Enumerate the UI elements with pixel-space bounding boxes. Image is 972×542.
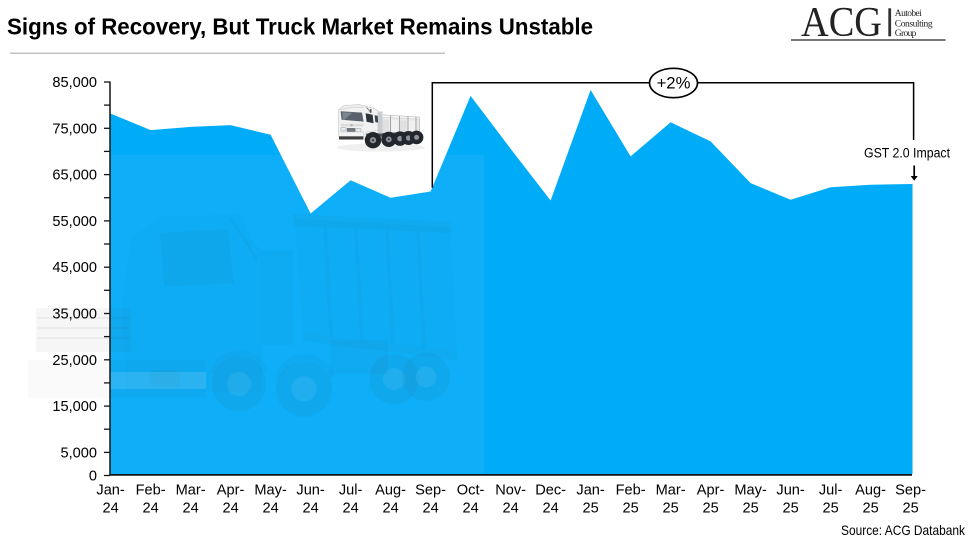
svg-text:25: 25 — [782, 500, 798, 516]
svg-text:25: 25 — [582, 500, 598, 516]
svg-text:0: 0 — [89, 469, 97, 485]
svg-text:Oct-: Oct- — [457, 483, 485, 499]
svg-text:Nov-: Nov- — [495, 483, 526, 499]
svg-text:May-: May- — [254, 483, 287, 499]
svg-text:24: 24 — [502, 500, 518, 516]
svg-text:Source: ACG Databank: Source: ACG Databank — [841, 522, 966, 538]
svg-text:25: 25 — [702, 500, 718, 516]
svg-text:GST 2.0 Impact: GST 2.0 Impact — [864, 146, 950, 161]
svg-text:45,000: 45,000 — [52, 260, 97, 276]
svg-text:24: 24 — [422, 500, 438, 516]
svg-text:Jan-: Jan- — [576, 483, 605, 499]
svg-text:24: 24 — [542, 500, 558, 516]
svg-text:25,000: 25,000 — [52, 353, 97, 369]
svg-text:+2%: +2% — [657, 73, 691, 92]
svg-text:Mar-: Mar- — [176, 483, 206, 499]
svg-text:24: 24 — [302, 500, 318, 516]
svg-text:24: 24 — [182, 500, 198, 516]
svg-text:Jul-: Jul- — [819, 483, 843, 499]
svg-text:24: 24 — [342, 500, 358, 516]
svg-text:Aug-: Aug- — [855, 483, 886, 499]
svg-text:25: 25 — [662, 500, 678, 516]
svg-text:Consulting: Consulting — [895, 19, 933, 29]
svg-text:85,000: 85,000 — [52, 75, 97, 91]
svg-text:35,000: 35,000 — [52, 307, 97, 323]
svg-text:Jul-: Jul- — [339, 483, 363, 499]
svg-text:Jun-: Jun- — [776, 483, 805, 499]
svg-text:ACG: ACG — [801, 0, 882, 46]
svg-text:Aug-: Aug- — [375, 483, 406, 499]
svg-text:75,000: 75,000 — [52, 121, 97, 137]
svg-text:24: 24 — [262, 500, 278, 516]
svg-text:Feb-: Feb- — [616, 483, 646, 499]
svg-text:65,000: 65,000 — [52, 168, 97, 184]
svg-text:Apr-: Apr- — [697, 483, 725, 499]
svg-text:Apr-: Apr- — [217, 483, 245, 499]
svg-text:Feb-: Feb- — [136, 483, 166, 499]
svg-text:5,000: 5,000 — [60, 445, 97, 461]
svg-text:May-: May- — [734, 483, 767, 499]
svg-text:Sep-: Sep- — [415, 483, 446, 499]
svg-text:25: 25 — [622, 500, 638, 516]
svg-text:24: 24 — [462, 500, 478, 516]
svg-text:24: 24 — [142, 500, 158, 516]
svg-text:Sep-: Sep- — [895, 483, 926, 499]
svg-text:25: 25 — [862, 500, 878, 516]
svg-text:Autobei: Autobei — [895, 9, 922, 19]
svg-text:25: 25 — [902, 500, 918, 516]
svg-text:Jun-: Jun- — [296, 483, 325, 499]
svg-text:15,000: 15,000 — [52, 399, 97, 415]
svg-text:Group: Group — [895, 29, 917, 39]
svg-text:Signs of Recovery, But Truck M: Signs of Recovery, But Truck Market Rema… — [7, 13, 593, 39]
svg-text:24: 24 — [102, 500, 118, 516]
svg-text:Jan-: Jan- — [96, 483, 125, 499]
svg-text:25: 25 — [822, 500, 838, 516]
svg-text:Mar-: Mar- — [656, 483, 686, 499]
svg-text:Dec-: Dec- — [535, 483, 566, 499]
svg-text:55,000: 55,000 — [52, 214, 97, 230]
svg-text:24: 24 — [382, 500, 398, 516]
svg-text:25: 25 — [742, 500, 758, 516]
svg-text:24: 24 — [222, 500, 238, 516]
